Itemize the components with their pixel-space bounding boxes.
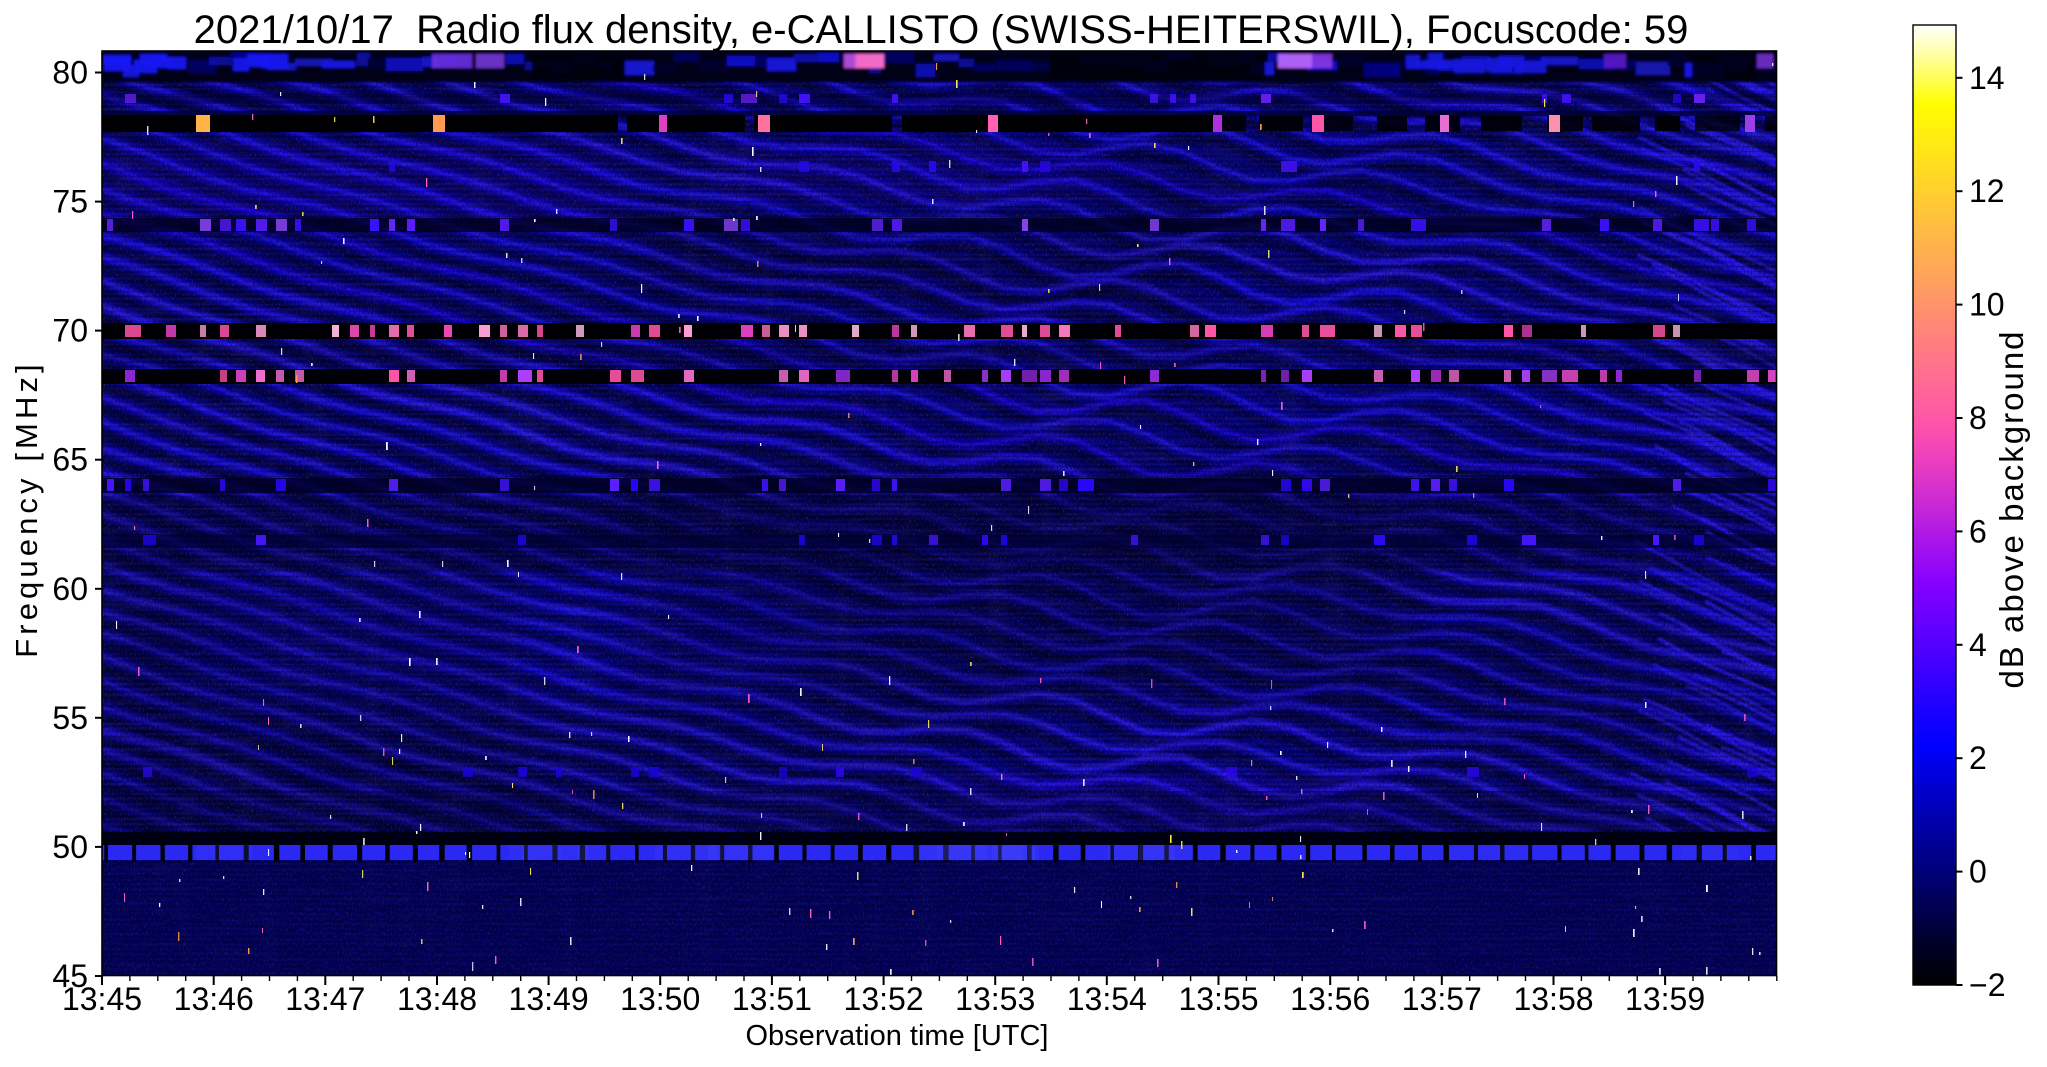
svg-text:13:49: 13:49 xyxy=(509,981,589,1017)
svg-text:13:47: 13:47 xyxy=(285,981,365,1017)
svg-text:2: 2 xyxy=(1969,740,1987,776)
svg-text:13:52: 13:52 xyxy=(844,981,924,1017)
svg-text:8: 8 xyxy=(1969,400,1987,436)
svg-text:Frequency [MHz]: Frequency [MHz] xyxy=(9,360,44,658)
svg-text:55: 55 xyxy=(52,700,88,736)
svg-text:13:51: 13:51 xyxy=(732,981,812,1017)
svg-text:2021/10/17 Radio flux density: 2021/10/17 Radio flux density, e-CALLIST… xyxy=(194,8,1689,52)
svg-text:65: 65 xyxy=(52,442,88,478)
svg-text:13:45: 13:45 xyxy=(62,981,142,1017)
svg-text:Observation time [UTC]: Observation time [UTC] xyxy=(746,1020,1049,1052)
svg-text:80: 80 xyxy=(52,55,88,91)
svg-text:0: 0 xyxy=(1969,854,1987,890)
svg-text:13:54: 13:54 xyxy=(1067,981,1147,1017)
svg-text:12: 12 xyxy=(1969,173,2005,209)
svg-text:−2: −2 xyxy=(1969,967,2005,1003)
svg-text:4: 4 xyxy=(1969,627,1987,663)
svg-text:10: 10 xyxy=(1969,287,2005,323)
svg-text:13:53: 13:53 xyxy=(955,981,1035,1017)
svg-text:13:56: 13:56 xyxy=(1290,981,1370,1017)
svg-text:dB above background: dB above background xyxy=(1993,329,2030,688)
svg-text:13:46: 13:46 xyxy=(174,981,254,1017)
svg-text:13:55: 13:55 xyxy=(1178,981,1258,1017)
svg-text:70: 70 xyxy=(52,313,88,349)
svg-text:13:50: 13:50 xyxy=(620,981,700,1017)
svg-text:13:57: 13:57 xyxy=(1402,981,1482,1017)
svg-text:6: 6 xyxy=(1969,513,1987,549)
svg-text:13:48: 13:48 xyxy=(397,981,477,1017)
svg-text:45: 45 xyxy=(52,958,88,994)
svg-text:60: 60 xyxy=(52,571,88,607)
svg-text:13:58: 13:58 xyxy=(1513,981,1593,1017)
svg-text:13:59: 13:59 xyxy=(1625,981,1705,1017)
svg-text:14: 14 xyxy=(1969,60,2005,96)
svg-text:50: 50 xyxy=(52,829,88,865)
svg-text:75: 75 xyxy=(52,184,88,220)
